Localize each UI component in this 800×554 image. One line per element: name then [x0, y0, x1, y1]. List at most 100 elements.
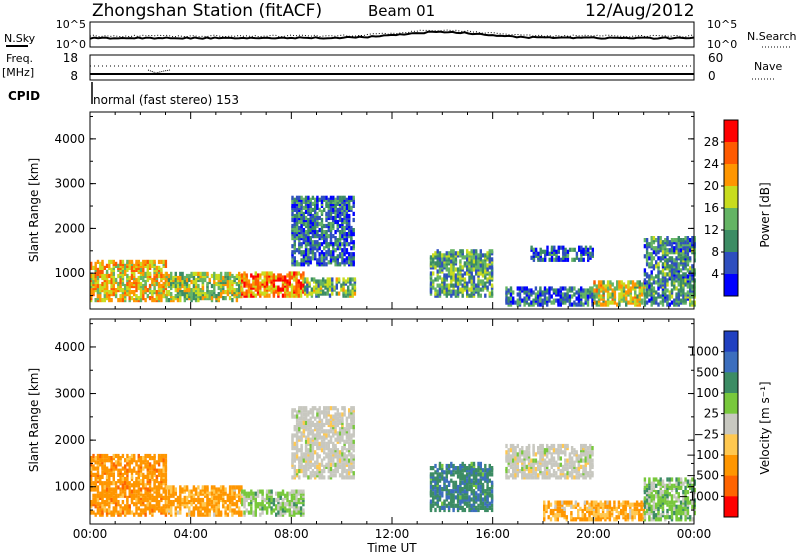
data-cell: [445, 251, 448, 256]
data-cell: [316, 195, 319, 200]
data-cell: [452, 283, 455, 288]
data-cell: [689, 276, 692, 281]
data-cell: [265, 489, 269, 494]
data-cell: [316, 464, 319, 469]
data-cell: [438, 283, 442, 288]
data-cell: [348, 408, 351, 413]
data-cell: [318, 454, 321, 459]
data-cell: [162, 468, 165, 473]
data-cell: [124, 491, 127, 496]
data-cell: [546, 288, 549, 293]
data-cell: [302, 197, 306, 202]
data-cell: [197, 290, 200, 295]
data-cell: [250, 283, 253, 288]
data-cell: [167, 281, 171, 287]
data-cell: [157, 468, 161, 473]
data-cell: [343, 211, 346, 216]
data-cell: [643, 244, 647, 249]
data-cell: [636, 280, 639, 285]
data-cell: [139, 261, 143, 266]
data-cell: [666, 248, 669, 253]
data-cell: [300, 443, 303, 449]
data-cell: [347, 277, 350, 282]
data-cell: [307, 448, 310, 453]
data-cell: [303, 285, 307, 290]
data-cell: [181, 275, 184, 281]
data-cell: [463, 463, 467, 469]
data-cell: [309, 250, 312, 255]
data-cell: [338, 427, 342, 432]
data-cell: [117, 273, 120, 279]
data-cell: [332, 234, 335, 239]
data-cell: [334, 437, 337, 442]
data-cell: [327, 418, 330, 423]
data-cell: [434, 489, 437, 494]
data-cell: [90, 281, 93, 287]
data-cell: [677, 296, 680, 301]
data-cell: [235, 500, 239, 505]
data-cell: [135, 277, 138, 283]
colorbar-tick-label: 12: [704, 223, 719, 237]
data-cell: [343, 452, 346, 457]
data-cell: [559, 286, 562, 291]
data-cell: [320, 217, 324, 223]
data-cell: [309, 448, 312, 453]
data-cell: [160, 485, 163, 490]
data-cell: [350, 236, 353, 241]
data-cell: [101, 285, 104, 291]
data-cell: [298, 420, 301, 425]
data-cell: [546, 245, 549, 250]
data-cell: [323, 429, 326, 434]
data-cell: [228, 495, 232, 500]
data-cell: [429, 484, 433, 490]
data-cell: [313, 285, 316, 290]
data-cell: [450, 497, 453, 502]
data-cell: [543, 300, 547, 305]
data-cell: [105, 279, 109, 285]
data-cell: [670, 238, 674, 243]
data-cell: [477, 291, 480, 296]
data-cell: [307, 427, 310, 432]
data-cell: [320, 448, 324, 453]
data-cell: [436, 263, 439, 268]
data-cell: [295, 277, 298, 282]
data-cell: [686, 274, 690, 279]
data-cell: [334, 215, 337, 221]
data-cell: [586, 302, 590, 307]
data-cell: [295, 422, 299, 428]
data-cell: [530, 300, 533, 305]
data-cell: [185, 288, 189, 293]
data-cell: [643, 278, 647, 283]
data-cell: [463, 474, 467, 479]
data-cell: [317, 293, 320, 298]
data-cell: [99, 265, 102, 270]
data-cell: [311, 420, 315, 425]
data-cell: [311, 473, 315, 478]
data-cell: [126, 504, 129, 509]
data-cell: [174, 506, 177, 511]
data-cell: [233, 485, 236, 490]
data-cell: [454, 251, 458, 256]
data-cell: [281, 275, 285, 280]
data-cell: [559, 294, 562, 299]
data-cell: [99, 453, 102, 459]
data-cell: [302, 508, 305, 513]
data-cell: [228, 508, 232, 513]
data-cell: [490, 493, 494, 498]
data-cell: [307, 230, 310, 235]
data-cell: [350, 252, 353, 257]
data-cell: [537, 460, 540, 465]
data-cell: [659, 236, 662, 241]
data-cell: [609, 300, 612, 305]
data-cell: [142, 267, 145, 272]
data-cell: [281, 489, 285, 494]
data-cell: [350, 240, 353, 245]
data-cell: [298, 475, 301, 480]
data-cell: [146, 267, 149, 272]
data-cell: [192, 288, 196, 293]
data-cell: [284, 275, 287, 280]
data-cell: [670, 260, 674, 265]
data-cell: [243, 271, 246, 276]
data-cell: [126, 481, 129, 486]
data-cell: [620, 292, 623, 297]
